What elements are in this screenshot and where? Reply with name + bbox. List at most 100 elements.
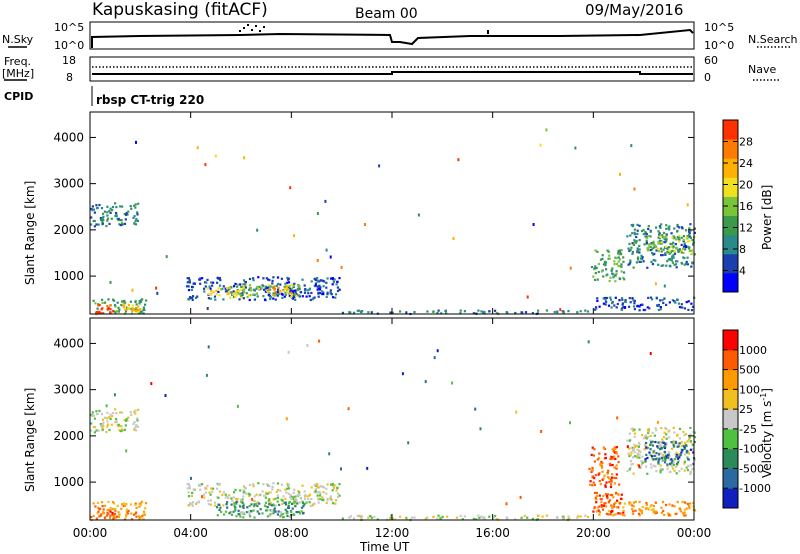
echo-cell <box>133 222 136 225</box>
echo-cell <box>667 456 670 459</box>
echo-cell <box>672 426 675 429</box>
echo-cell <box>191 504 194 507</box>
echo-cell <box>191 298 194 301</box>
echo-cell <box>639 303 642 307</box>
echo-cell <box>665 246 668 249</box>
echo-cell <box>98 304 101 307</box>
echo-cell <box>145 299 148 302</box>
echo-cell <box>688 505 691 508</box>
echo-cell <box>300 510 303 513</box>
echo-cell <box>602 504 606 507</box>
echo-cell <box>673 458 677 461</box>
echo-cell <box>117 515 120 518</box>
echo-cell <box>188 279 191 282</box>
echo-cell <box>641 463 644 466</box>
echo-cell <box>269 297 272 301</box>
echo-cell <box>692 501 695 505</box>
echo-cell <box>643 243 646 246</box>
echo-cell <box>601 257 604 260</box>
echo-cell <box>98 203 101 207</box>
echo-cell <box>633 451 636 454</box>
echo-cell <box>665 238 668 241</box>
echo-cell <box>207 499 210 502</box>
echo-cell <box>595 498 598 501</box>
echo-cell <box>322 285 325 288</box>
freq-tick-top: 18 <box>62 54 76 67</box>
echo-cell <box>219 279 222 282</box>
echo-cell <box>193 282 196 285</box>
echo-cell <box>654 259 657 262</box>
echo-cell <box>644 445 647 448</box>
echo-region <box>594 296 696 312</box>
echo-cell <box>119 430 122 433</box>
colorbar-segment <box>723 349 738 371</box>
echo-cell <box>297 493 300 497</box>
echo-cell <box>326 483 329 486</box>
echo-cell <box>144 507 147 510</box>
echo-cell <box>292 491 295 494</box>
echo-cell <box>615 467 618 470</box>
echo-cell <box>242 492 245 495</box>
echo-cell <box>316 212 319 215</box>
echo-cell <box>657 446 660 449</box>
echo-cell <box>122 301 125 304</box>
echo-cell <box>644 235 647 238</box>
echo-cell <box>655 297 658 300</box>
echo-cell <box>593 507 596 510</box>
echo-cell <box>636 452 639 455</box>
echo-cell <box>642 260 645 263</box>
echo-region <box>90 500 148 522</box>
echo-cell <box>597 262 600 266</box>
x-tick-label: 00:00 <box>677 526 712 540</box>
echo-cell <box>234 509 237 512</box>
echo-cell <box>95 204 98 207</box>
echo-cell <box>655 226 658 229</box>
echo-cell <box>294 505 297 508</box>
echo-cell <box>604 456 607 460</box>
echo-cell <box>641 303 644 306</box>
echo-cell <box>99 217 102 220</box>
echo-cell <box>280 292 283 295</box>
echo-cell <box>97 304 100 307</box>
echo-cell <box>641 505 644 509</box>
echo-cell <box>137 305 140 308</box>
echo-cell <box>636 256 640 259</box>
cpid-text: rbsp CT-trig 220 <box>96 93 204 107</box>
echo-cell <box>268 279 271 282</box>
echo-cell <box>187 495 191 498</box>
echo-cell <box>655 429 658 432</box>
echo-cell <box>281 513 284 516</box>
echo-cell <box>665 437 668 440</box>
echo-cell <box>632 448 635 451</box>
echo-cell <box>203 287 206 290</box>
echo-cell <box>253 516 256 519</box>
echo-cell <box>389 311 392 314</box>
echo-cell <box>310 291 313 295</box>
echo-cell <box>641 455 644 458</box>
echo-cell <box>276 482 280 485</box>
echo-cell <box>211 490 214 493</box>
echo-cell <box>302 505 305 508</box>
echo-cell <box>317 279 320 282</box>
echo-cell <box>322 293 325 296</box>
echo-cell <box>187 483 190 486</box>
echo-cell <box>272 498 275 501</box>
echo-cell <box>338 288 341 291</box>
echo-cell <box>613 513 616 516</box>
echo-cell <box>124 301 127 304</box>
echo-cell <box>657 263 660 266</box>
echo-cell <box>654 512 657 515</box>
echo-cell <box>675 472 678 475</box>
echo-cell <box>336 486 339 489</box>
echo-cell <box>636 453 640 456</box>
echo-cell <box>322 491 325 494</box>
echo-cell <box>660 506 663 509</box>
echo-cell <box>143 308 146 311</box>
echo-cell <box>106 411 109 414</box>
echo-cell <box>329 495 332 498</box>
echo-cell <box>475 518 478 521</box>
echo-cell <box>651 243 654 246</box>
echo-cell <box>651 431 654 434</box>
echo-cell <box>203 496 206 499</box>
